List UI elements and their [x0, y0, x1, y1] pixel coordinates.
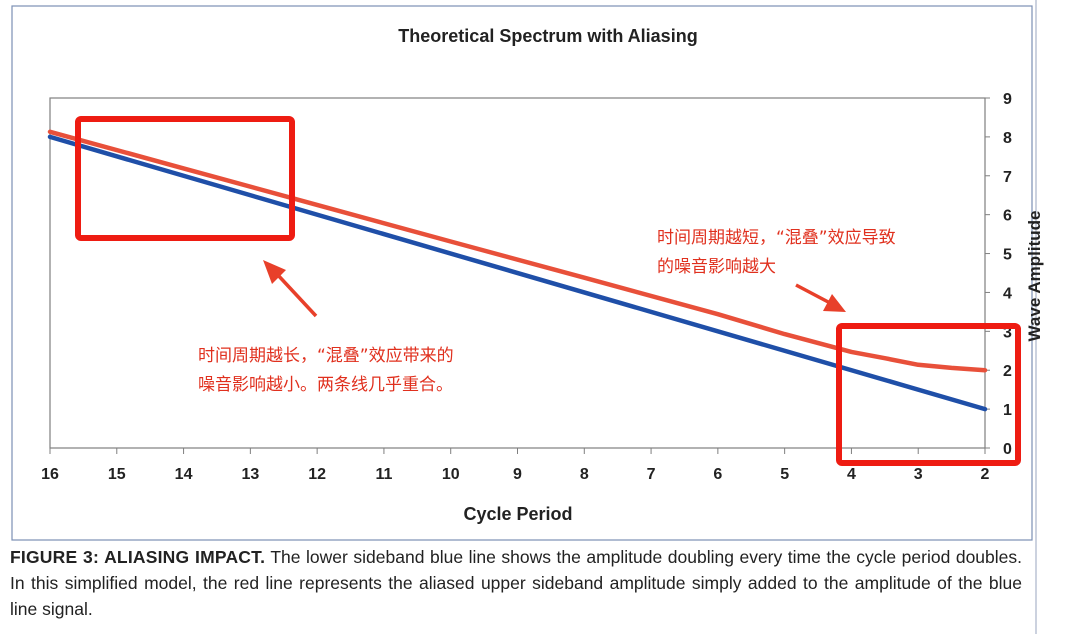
arrow-left-head — [263, 260, 286, 284]
x-axis-ticks: 16 15 14 13 12 11 10 9 8 7 6 5 4 3 2 — [41, 448, 990, 483]
x-tick-label: 9 — [513, 466, 522, 483]
y-tick-label: 4 — [1003, 285, 1012, 302]
highlight-box-right — [836, 323, 1021, 466]
y-tick-label: 6 — [1003, 208, 1012, 225]
y-tick-label: 2 — [1003, 363, 1012, 380]
y-tick-label: 5 — [1003, 247, 1012, 264]
x-tick-label: 16 — [41, 466, 59, 483]
highlight-box-left — [75, 116, 295, 241]
annotation-right-text: 时间周期越短，“混叠”效应导致 的噪音影响越大 — [657, 228, 896, 277]
x-tick-label: 8 — [580, 466, 589, 483]
series-line-blue — [47, 134, 988, 412]
caption-heading: FIGURE 3: ALIASING IMPACT. — [10, 547, 266, 567]
chart-title: Theoretical Spectrum with Aliasing — [398, 26, 697, 46]
x-tick-label: 5 — [780, 466, 789, 483]
arrow-right-head — [823, 294, 846, 312]
annotation-overlays — [75, 116, 1021, 466]
x-tick-label: 14 — [175, 466, 193, 483]
x-tick-label: 3 — [914, 466, 923, 483]
y-tick-label: 9 — [1003, 91, 1012, 108]
annotation-left-text: 时间周期越长，“混叠”效应带来的 噪音影响越小。两条线几乎重合。 — [198, 346, 454, 395]
x-tick-label: 6 — [713, 466, 722, 483]
x-tick-label: 13 — [241, 466, 259, 483]
y-tick-label: 1 — [1003, 402, 1012, 419]
caption-body: The lower sideband blue line shows the a… — [10, 547, 1022, 619]
x-tick-label: 4 — [847, 466, 856, 483]
arrow-right-shaft — [795, 283, 833, 306]
y-tick-label: 3 — [1003, 324, 1012, 341]
x-tick-label: 11 — [375, 466, 392, 483]
y-tick-label: 8 — [1003, 130, 1012, 147]
y-axis-label: Wave Amplitude — [1025, 211, 1044, 342]
x-axis-label: Cycle Period — [463, 504, 572, 524]
figure-caption: FIGURE 3: ALIASING IMPACT. The lower sid… — [10, 544, 1022, 622]
x-tick-label: 12 — [308, 466, 326, 483]
y-tick-label: 7 — [1003, 169, 1012, 186]
x-tick-label: 7 — [647, 466, 656, 483]
x-tick-label: 2 — [981, 466, 990, 483]
y-tick-label: 0 — [1003, 441, 1012, 458]
x-tick-label: 10 — [442, 466, 460, 483]
arrow-left-shaft — [274, 271, 318, 318]
x-tick-label: 15 — [108, 466, 126, 483]
